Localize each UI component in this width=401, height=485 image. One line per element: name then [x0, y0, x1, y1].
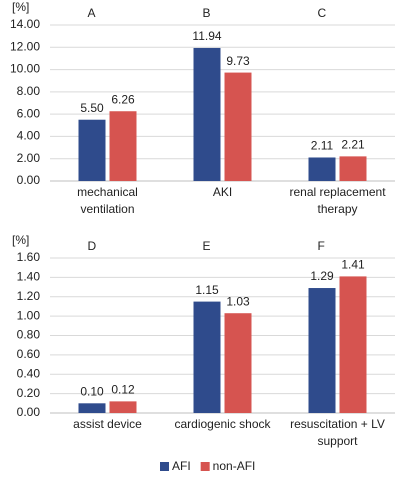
y-axis-label: [%] — [12, 0, 29, 14]
value-label: 9.73 — [226, 54, 250, 68]
panel-label: A — [88, 6, 96, 20]
value-label: 5.50 — [80, 101, 104, 115]
y-tick-label: 0.40 — [17, 366, 41, 380]
x-tick-label: mechanical ventilation — [77, 185, 138, 216]
y-tick-label: 0.20 — [17, 386, 41, 400]
bar — [78, 403, 106, 413]
legend-label: AFI — [172, 459, 191, 473]
x-tick-label: AKI — [213, 185, 232, 199]
panel-label: D — [88, 239, 97, 253]
bar — [224, 72, 252, 181]
y-tick-label: 1.00 — [17, 308, 41, 322]
y-tick-label: 0.60 — [17, 347, 41, 361]
value-label: 1.29 — [310, 269, 334, 283]
value-label: 1.41 — [341, 258, 365, 272]
bar — [109, 111, 137, 181]
panel-label: E — [203, 239, 211, 253]
value-label: 2.21 — [341, 138, 365, 152]
x-tick-label: renal replacement therapy — [289, 185, 386, 216]
legend-swatch — [160, 462, 169, 471]
y-tick-label: 0.00 — [17, 173, 41, 187]
bar — [308, 157, 336, 181]
y-tick-label: 14.00 — [10, 17, 40, 31]
x-tick-label: cardiogenic shock — [174, 417, 271, 431]
y-tick-label: 0.00 — [17, 405, 41, 419]
value-label: 0.12 — [111, 383, 135, 397]
legend-swatch — [200, 462, 210, 471]
value-label: 1.15 — [195, 283, 219, 297]
y-tick-label: 1.40 — [17, 270, 41, 284]
x-tick-label: assist device — [73, 417, 142, 431]
value-label: 0.10 — [80, 384, 104, 398]
y-tick-label: 6.00 — [17, 106, 41, 120]
value-label: 2.11 — [311, 139, 334, 153]
y-tick-label: 10.00 — [10, 62, 40, 76]
value-label: 1.03 — [226, 294, 250, 308]
value-label: 11.94 — [192, 29, 221, 43]
y-tick-label: 1.20 — [17, 289, 41, 303]
panel-label: F — [318, 239, 325, 253]
bar — [193, 47, 221, 181]
bar — [339, 276, 367, 413]
bar — [109, 401, 137, 413]
y-tick-label: 2.00 — [17, 151, 41, 165]
value-label: 6.26 — [111, 92, 135, 106]
panel-label: B — [203, 6, 211, 20]
x-tick-label: resuscitation + LV support — [290, 417, 385, 448]
y-tick-label: 12.00 — [10, 39, 40, 53]
y-tick-label: 4.00 — [17, 129, 41, 143]
y-tick-label: 0.80 — [17, 328, 41, 342]
bar — [193, 301, 221, 413]
y-tick-label: 8.00 — [17, 84, 41, 98]
bar — [308, 288, 336, 413]
legend-label: non-AFI — [213, 459, 256, 473]
panel-label: C — [318, 6, 327, 20]
bar — [224, 313, 252, 413]
y-axis-label: [%] — [12, 233, 29, 247]
y-tick-label: 1.60 — [17, 250, 41, 264]
bar — [78, 119, 106, 181]
bar — [339, 156, 367, 181]
